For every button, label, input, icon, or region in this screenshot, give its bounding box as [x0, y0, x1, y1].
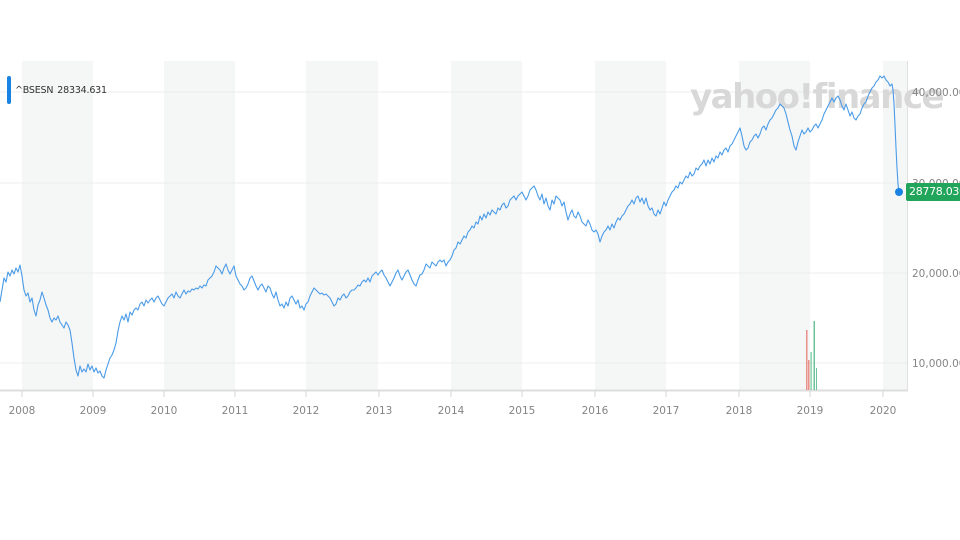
x-ticks: [21, 391, 884, 397]
yahoo-finance-watermark: yahoo!finance: [690, 77, 943, 117]
x-label-2011: 2011: [222, 405, 249, 417]
x-label-2012: 2012: [293, 405, 320, 417]
legend-symbol: ^BSESN: [15, 84, 54, 96]
x-label-2016: 2016: [582, 405, 609, 417]
last-price-marker[interactable]: [895, 188, 903, 196]
x-label-2010: 2010: [151, 405, 178, 417]
y-label-20000: 20,000.000: [912, 268, 960, 280]
x-label-2013: 2013: [366, 405, 393, 417]
x-label-2018: 2018: [726, 405, 753, 417]
y-label-40000: 40,000.000: [912, 87, 960, 99]
volume-bars: [806, 321, 817, 390]
gridlines: [0, 91, 907, 364]
x-label-2015: 2015: [509, 405, 536, 417]
legend-color-swatch: [7, 76, 11, 104]
last-price-tag: 28778.030: [906, 183, 960, 201]
x-label-2009: 2009: [80, 405, 107, 417]
price-line: [0, 75, 900, 379]
x-label-2017: 2017: [653, 405, 680, 417]
legend-text: ^BSESN 28334.631: [15, 85, 111, 96]
year-bands: [22, 61, 907, 390]
x-label-2019: 2019: [797, 405, 824, 417]
x-label-2008: 2008: [9, 405, 36, 417]
series-legend[interactable]: ^BSESN 28334.631: [7, 76, 111, 104]
y-axis-labels: 40,000.000 30,000.000 20,000.000 10,000.…: [912, 87, 960, 370]
legend-value: 28334.631: [57, 84, 107, 96]
x-label-2020: 2020: [870, 405, 897, 417]
x-axis-labels: 2008 2009 2010 2011 2012 2013 2014 2015 …: [9, 405, 897, 417]
x-label-2014: 2014: [438, 405, 465, 417]
y-label-10000: 10,000.000: [912, 358, 960, 370]
